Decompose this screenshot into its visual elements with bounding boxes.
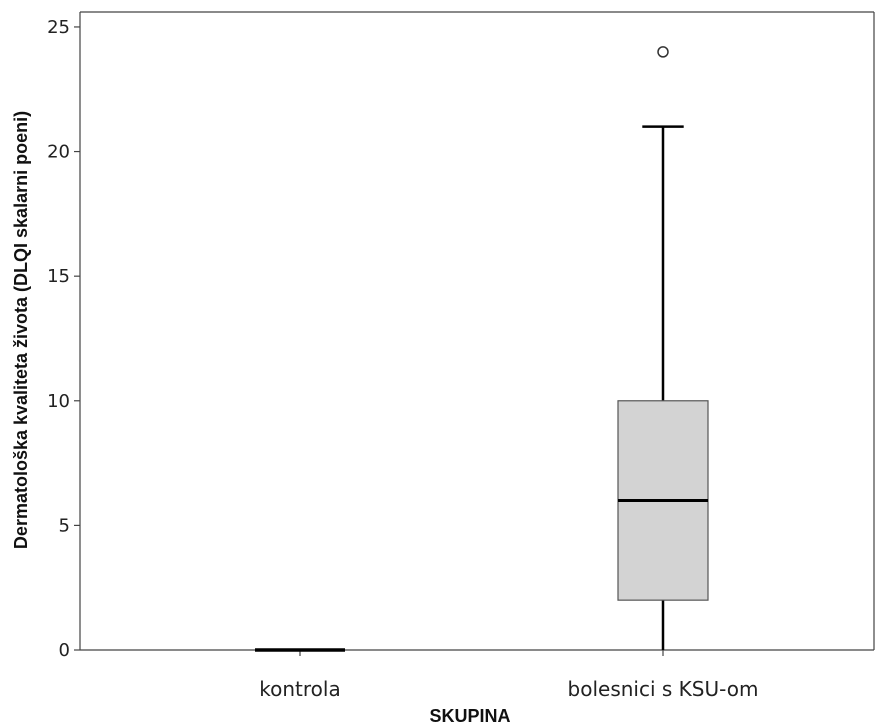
x-tick-label: bolesnici s KSU-om: [568, 677, 759, 701]
y-axis-title: Dermatološka kvaliteta života (DLQI skal…: [11, 111, 31, 549]
x-axis-title: SKUPINA: [429, 706, 510, 726]
y-tick-label: 25: [47, 17, 70, 38]
box-group: [617, 46, 709, 650]
y-tick-label: 5: [59, 515, 70, 536]
x-axis: kontrola bolesnici s KSU-om: [259, 650, 758, 701]
x-tick-label: kontrola: [259, 677, 340, 701]
y-tick-label: 10: [47, 391, 70, 412]
y-axis: 0 5 10 15 20 25: [47, 17, 80, 661]
y-tick-label: 0: [59, 640, 70, 661]
boxes-layer: [255, 46, 709, 652]
outlier-point: [657, 46, 669, 58]
y-tick-label: 20: [47, 142, 70, 163]
y-tick-label: 15: [47, 266, 70, 287]
plot-frame: [79, 11, 875, 651]
